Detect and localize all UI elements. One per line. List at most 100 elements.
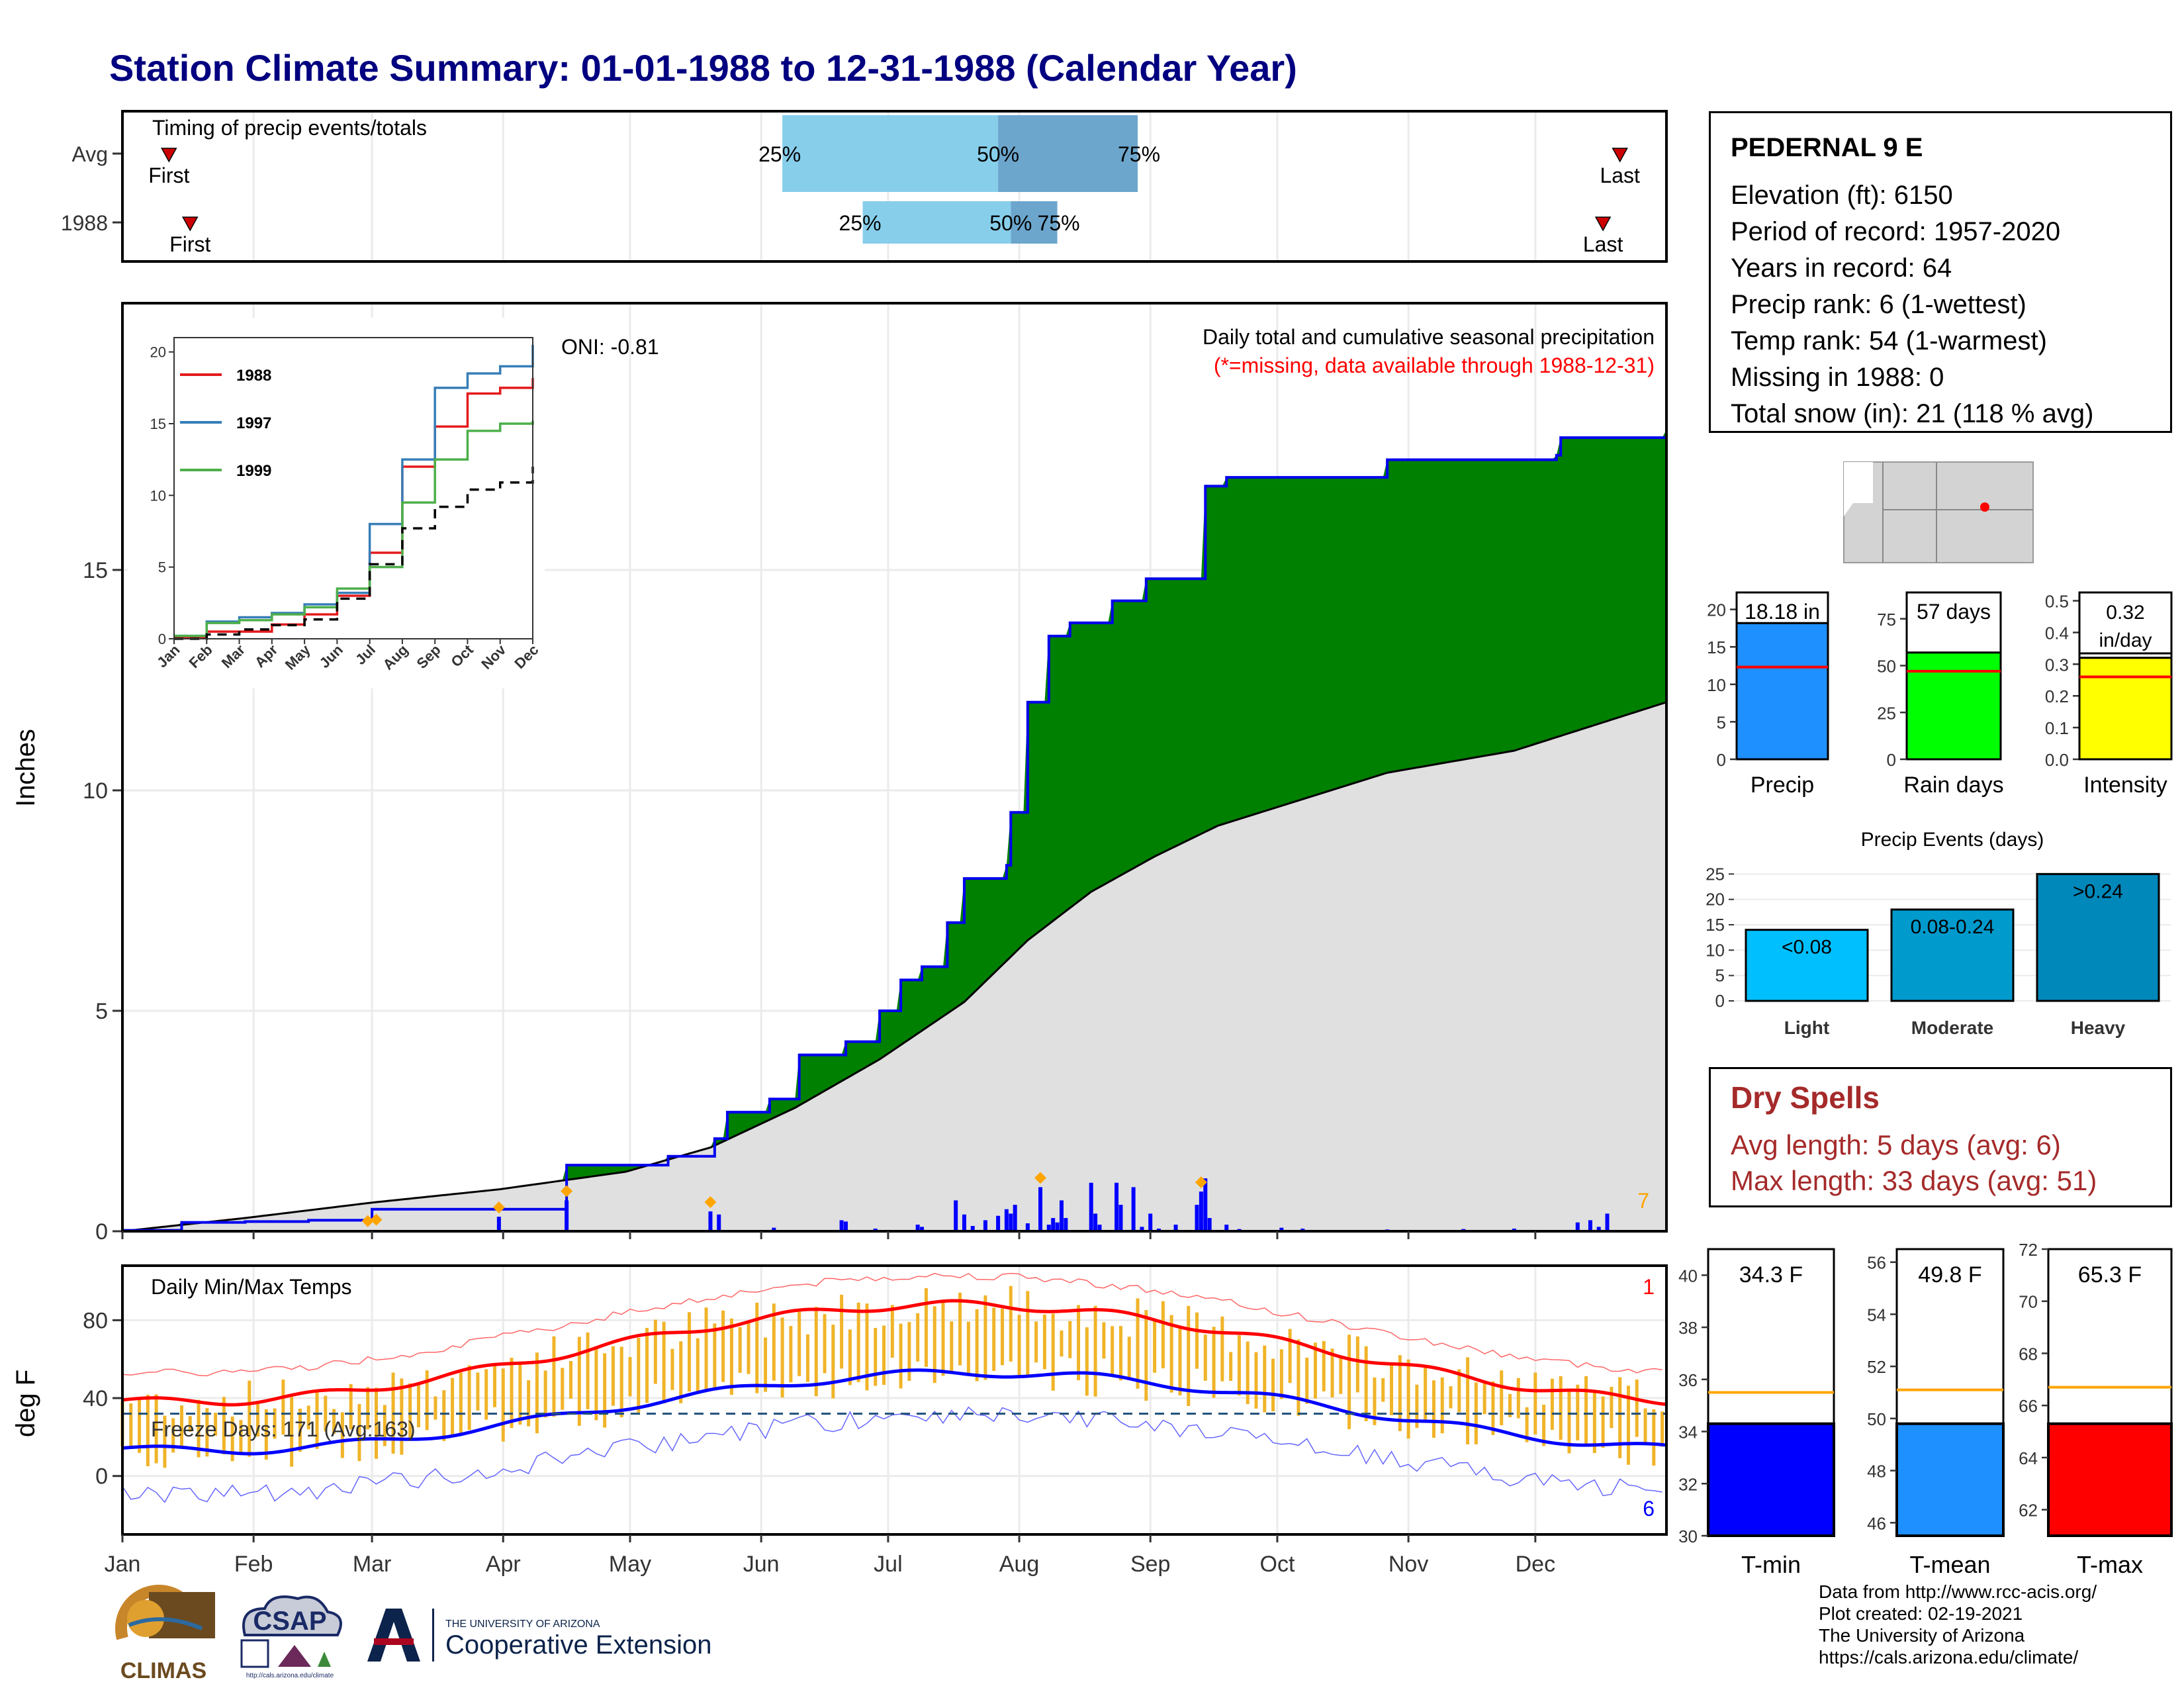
temps-daily-bar xyxy=(264,1409,268,1460)
temps-daily-bar xyxy=(408,1383,412,1441)
temps-daily-bar xyxy=(340,1412,344,1458)
precip-daily-bar xyxy=(565,1200,569,1231)
station-precip-rank: Precip rank: 6 (1-wettest) xyxy=(1731,290,2026,319)
temps-daily-bar xyxy=(729,1318,733,1395)
tbar-2-y-tick-label: 66 xyxy=(2019,1396,2038,1416)
precip-daily-bar xyxy=(1013,1205,1017,1231)
footer-line-url: https://cals.arizona.edu/climate/ xyxy=(1819,1647,2079,1667)
summary-1-y-tick-label: 50 xyxy=(1877,657,1896,677)
summary-0-label-box xyxy=(1735,591,1829,624)
temps-avg-min-line xyxy=(122,1368,1667,1456)
events-y-tick-label: 5 xyxy=(1715,966,1725,986)
temps-daily-bar xyxy=(552,1336,556,1417)
precip-corner-count: 7 xyxy=(1637,1189,1649,1213)
temps-daily-bar xyxy=(510,1358,514,1429)
temps-daily-bar xyxy=(1237,1335,1241,1396)
temps-daily-bar xyxy=(1322,1340,1326,1391)
temps-daily-bar xyxy=(933,1306,936,1383)
temps-daily-bar xyxy=(780,1317,784,1398)
summary-1-label-box xyxy=(1905,591,2002,654)
temps-freeze-days: Freeze Days: 171 (Avg:163) xyxy=(151,1417,416,1441)
temps-daily-bar xyxy=(366,1387,370,1430)
tbar-2-category-label: T-max xyxy=(2077,1551,2143,1578)
temps-daily-bar xyxy=(1542,1404,1546,1446)
summary-2-category-label: Intensity xyxy=(2083,773,2167,798)
timing-first-label: First xyxy=(169,232,210,256)
temps-daily-bar xyxy=(637,1338,641,1413)
temps-daily-bar xyxy=(484,1369,488,1420)
precip-daily-bar xyxy=(920,1227,925,1231)
temps-daily-bar xyxy=(1398,1355,1402,1431)
temps-daily-bar xyxy=(738,1327,742,1373)
temps-daily-bar xyxy=(239,1420,243,1454)
temps-daily-bar xyxy=(298,1408,302,1452)
tbar-2-y-tick-label: 68 xyxy=(2019,1344,2038,1364)
temps-daily-bar xyxy=(1355,1336,1359,1393)
events-bar-label: 0.08-0.24 xyxy=(1911,916,1995,938)
precip-daily-bar xyxy=(1004,1209,1009,1231)
temps-daily-bar xyxy=(1034,1321,1038,1363)
precip-daily-bar xyxy=(915,1225,920,1231)
temps-x-tick-label: Sep xyxy=(1130,1552,1171,1577)
tbar-0-y-tick-label: 36 xyxy=(1678,1370,1698,1390)
precip-y-tick-label: 15 xyxy=(83,558,108,583)
temps-x-tick-label: Dec xyxy=(1516,1552,1555,1577)
temps-daily-bar xyxy=(1220,1316,1224,1382)
summary-0-y-tick-label: 20 xyxy=(1707,600,1726,620)
map-water xyxy=(1844,462,1873,516)
summary-0-bar xyxy=(1735,622,1829,761)
temps-daily-bar xyxy=(1330,1348,1334,1398)
temps-daily-bar xyxy=(1347,1335,1351,1429)
temps-daily-bar xyxy=(1161,1301,1165,1369)
temps-daily-bar xyxy=(805,1334,809,1382)
temps-daily-bar xyxy=(1508,1393,1512,1417)
tbar-1-y-tick-label: 52 xyxy=(1867,1357,1886,1377)
summary-bars-chart: 0 5 10 15 20 Precip 18.18 in 0 25 50 75 Rain days 57… xyxy=(1707,591,2173,798)
temps-daily-bar xyxy=(425,1370,429,1430)
temps-daily-bar xyxy=(273,1408,277,1439)
precip-1988-cumulative-line xyxy=(122,430,1668,1232)
temps-y-tick-label: 80 xyxy=(83,1308,108,1333)
temps-daily-bar xyxy=(662,1321,666,1404)
summary-1-category-label: Rain days xyxy=(1903,773,2003,798)
temps-y-tick-label: 40 xyxy=(83,1386,108,1411)
temps-daily-bar xyxy=(1424,1368,1428,1422)
temps-daily-bar xyxy=(1432,1380,1435,1438)
temps-daily-bar xyxy=(248,1380,251,1457)
precip-snow-marker xyxy=(1195,1176,1207,1189)
temps-daily-bar xyxy=(306,1405,310,1430)
temps-daily-bar xyxy=(324,1395,328,1432)
temps-daily-bar xyxy=(1482,1383,1486,1415)
summary-2-y-tick-label: 0.4 xyxy=(2045,623,2069,643)
temperature-chart: 0 40 80 Daily Min/Max Temps Freeze Days: 171… xyxy=(11,1264,1668,1577)
timing-p75-label: 75% xyxy=(1038,211,1080,235)
temps-daily-bar xyxy=(603,1353,607,1428)
precip-snow-marker xyxy=(361,1215,374,1227)
precip-oni: ONI: -0.81 xyxy=(561,335,659,359)
temps-daily-bar xyxy=(543,1370,547,1418)
temps-daily-bar xyxy=(1009,1286,1013,1362)
summary-2-y-tick-label: 0.3 xyxy=(2045,655,2069,675)
ua-small-text: THE UNIVERSITY OF ARIZONA xyxy=(445,1618,600,1630)
temps-daily-bar xyxy=(1576,1384,1580,1440)
temps-daily-bar xyxy=(1271,1358,1275,1411)
temps-daily-bar xyxy=(230,1416,234,1462)
temps-daily-bar xyxy=(1017,1315,1021,1378)
timing-row-label: Avg xyxy=(71,142,108,166)
temps-daily-bar xyxy=(442,1390,446,1441)
temps-y-axis-label: deg F xyxy=(11,1370,40,1437)
temps-daily-bar xyxy=(1136,1298,1140,1389)
temps-daily-bar xyxy=(1144,1310,1148,1401)
precip-y-tick-label: 5 xyxy=(95,999,108,1024)
temps-daily-bar xyxy=(154,1394,158,1464)
inset-legend-label: 1988 xyxy=(236,367,271,385)
summary-0-category-label: Precip xyxy=(1751,773,1814,798)
precip-daily-bar xyxy=(1093,1213,1098,1231)
temps-daily-bar xyxy=(1153,1319,1157,1373)
map-region xyxy=(1843,461,2034,563)
temps-daily-bar xyxy=(679,1341,683,1403)
temps-daily-bar xyxy=(188,1416,192,1432)
tbar-0-y-tick-label: 32 xyxy=(1678,1474,1698,1494)
precip-daily-bar xyxy=(1131,1187,1136,1231)
precip-daily-bar xyxy=(1207,1218,1212,1231)
